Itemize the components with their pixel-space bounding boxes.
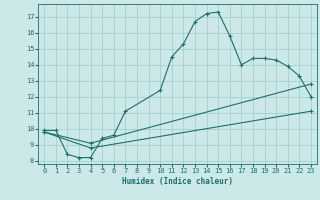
- X-axis label: Humidex (Indice chaleur): Humidex (Indice chaleur): [122, 177, 233, 186]
